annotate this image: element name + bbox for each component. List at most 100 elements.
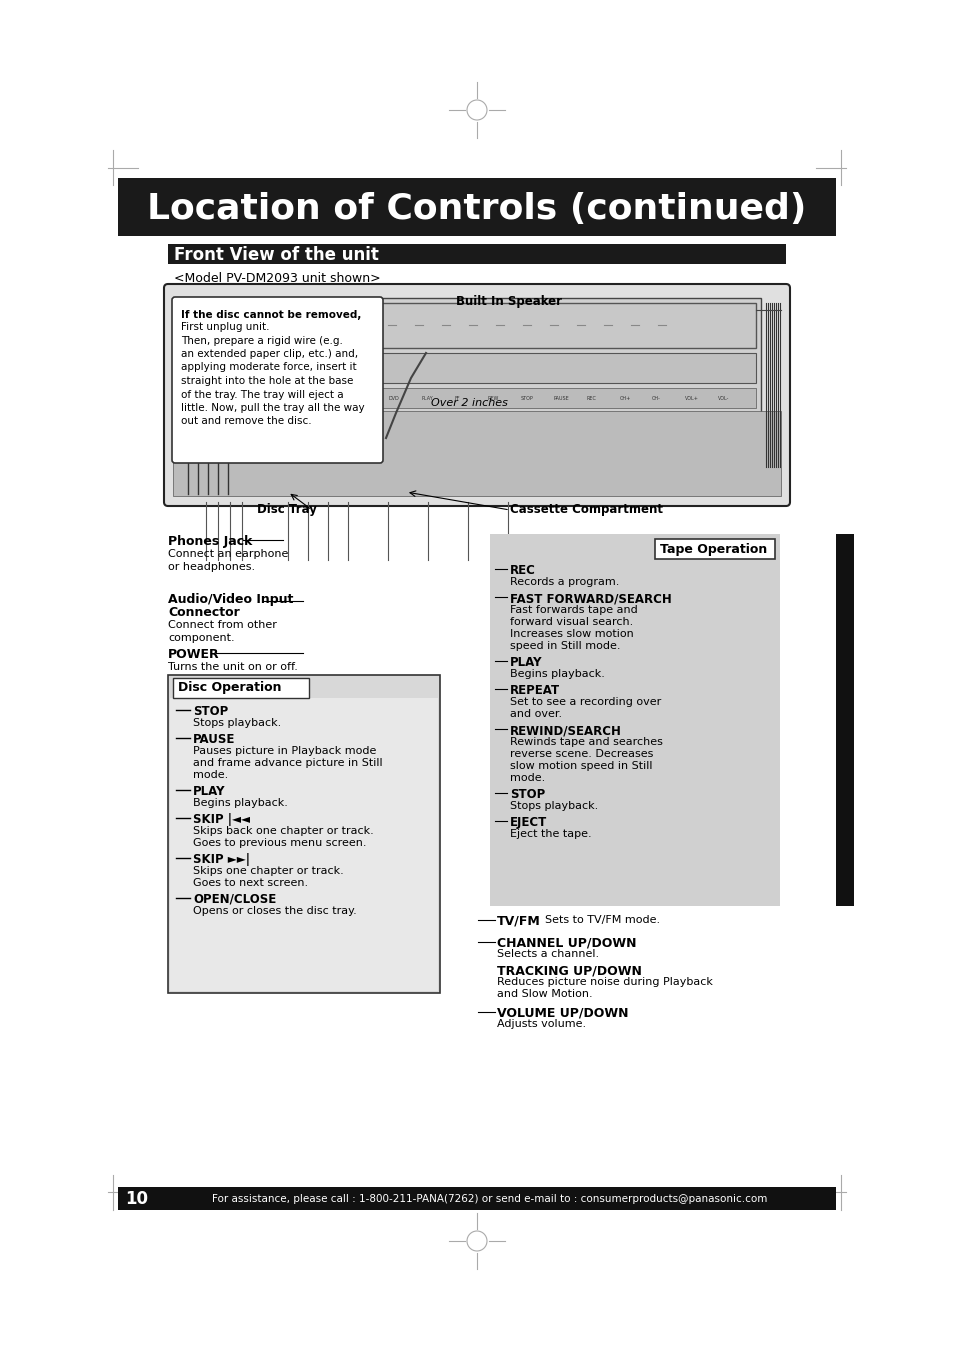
Text: Skips back one chapter or track.: Skips back one chapter or track.	[193, 825, 374, 836]
Text: STOP: STOP	[510, 788, 545, 801]
Text: Audio/Video Input: Audio/Video Input	[168, 593, 294, 607]
Text: REPEAT: REPEAT	[510, 684, 559, 697]
Bar	[351, 303, 755, 349]
Text: POWER: POWER	[168, 648, 219, 661]
Bar	[835, 534, 853, 907]
Text: VOL+: VOL+	[684, 396, 699, 400]
Text: Cassette Compartment: Cassette Compartment	[510, 504, 662, 516]
Text: reverse scene. Decreases: reverse scene. Decreases	[510, 748, 653, 759]
Text: Phones Jack: Phones Jack	[168, 535, 253, 549]
Text: Stops playback.: Stops playback.	[193, 717, 281, 728]
Bar	[351, 353, 755, 382]
Circle shape	[229, 449, 239, 458]
Bar	[351, 388, 755, 408]
Text: PLAY: PLAY	[510, 657, 542, 669]
Text: PLAY: PLAY	[193, 785, 225, 798]
Text: applying moderate force, insert it: applying moderate force, insert it	[181, 362, 356, 373]
Text: component.: component.	[168, 634, 234, 643]
Text: PAUSE: PAUSE	[193, 734, 235, 746]
Text: EJECT: EJECT	[510, 816, 547, 830]
Text: STOP: STOP	[520, 396, 533, 400]
Bar	[168, 676, 439, 993]
Text: mode.: mode.	[193, 770, 228, 780]
Text: Eject the tape.: Eject the tape.	[510, 830, 591, 839]
Text: Disc Operation: Disc Operation	[178, 681, 281, 694]
Text: First unplug unit.: First unplug unit.	[181, 322, 269, 332]
Text: Connect an earphone: Connect an earphone	[168, 549, 288, 559]
Bar	[170, 698, 437, 992]
Text: Begins playback.: Begins playback.	[193, 798, 288, 808]
Text: Skips one chapter or track.: Skips one chapter or track.	[193, 866, 343, 875]
Bar	[490, 534, 780, 907]
Bar	[168, 245, 785, 263]
Text: Adjusts volume.: Adjusts volume.	[497, 1019, 585, 1029]
Text: Then, prepare a rigid wire (e.g.: Then, prepare a rigid wire (e.g.	[181, 335, 342, 346]
FancyBboxPatch shape	[172, 297, 382, 463]
Text: Reduces picture noise during Playback: Reduces picture noise during Playback	[497, 977, 712, 988]
Text: TV/FM: TV/FM	[497, 915, 540, 927]
Text: Location of Controls (continued): Location of Controls (continued)	[147, 192, 806, 226]
Text: Selects a channel.: Selects a channel.	[497, 948, 598, 959]
Text: Over 2 inches: Over 2 inches	[431, 399, 507, 408]
Text: PAUSE: PAUSE	[553, 396, 569, 400]
Circle shape	[211, 449, 221, 458]
FancyBboxPatch shape	[172, 678, 309, 698]
Text: Goes to previous menu screen.: Goes to previous menu screen.	[193, 838, 366, 848]
Text: REC: REC	[586, 396, 596, 400]
Text: Pauses picture in Playback mode: Pauses picture in Playback mode	[193, 746, 376, 757]
Text: VOL-: VOL-	[718, 396, 729, 400]
Text: FAST FORWARD/SEARCH: FAST FORWARD/SEARCH	[510, 592, 671, 605]
Text: Front View of the unit: Front View of the unit	[173, 246, 378, 263]
Bar	[118, 178, 835, 236]
Circle shape	[193, 449, 203, 458]
Text: CH+: CH+	[618, 396, 630, 400]
Text: and Slow Motion.: and Slow Motion.	[497, 989, 592, 998]
FancyBboxPatch shape	[655, 539, 774, 559]
Text: VOLUME UP/DOWN: VOLUME UP/DOWN	[497, 1006, 628, 1019]
Text: SKIP ►►|: SKIP ►►|	[193, 852, 250, 866]
Text: TRACKING UP/DOWN: TRACKING UP/DOWN	[497, 965, 641, 977]
Text: and frame advance picture in Still: and frame advance picture in Still	[193, 758, 382, 767]
Text: mode.: mode.	[510, 773, 545, 784]
Text: STOP: STOP	[193, 705, 228, 717]
Text: little. Now, pull the tray all the way: little. Now, pull the tray all the way	[181, 403, 364, 413]
Circle shape	[247, 449, 256, 458]
Text: Set to see a recording over: Set to see a recording over	[510, 697, 660, 707]
Text: Disc Tray: Disc Tray	[256, 504, 316, 516]
Text: OPEN/CLOSE: OPEN/CLOSE	[193, 893, 276, 907]
Bar	[346, 299, 760, 467]
Text: Sets to TV/FM mode.: Sets to TV/FM mode.	[544, 915, 659, 925]
Circle shape	[265, 449, 274, 458]
Bar	[118, 1188, 835, 1210]
Text: PLAY: PLAY	[421, 396, 433, 400]
Text: Connect from other: Connect from other	[168, 620, 276, 630]
Text: or headphones.: or headphones.	[168, 562, 254, 571]
Text: and over.: and over.	[510, 709, 561, 719]
Text: FF: FF	[455, 396, 459, 400]
Text: Records a program.: Records a program.	[510, 577, 618, 586]
Text: Stops playback.: Stops playback.	[510, 801, 598, 811]
Text: TV/VCR: TV/VCR	[355, 396, 374, 400]
Text: For assistance, please call : 1-800-211-PANA(7262) or send e-mail to : consumerp: For assistance, please call : 1-800-211-…	[213, 1194, 767, 1204]
Text: Increases slow motion: Increases slow motion	[510, 630, 633, 639]
Text: slow motion speed in Still: slow motion speed in Still	[510, 761, 652, 771]
Text: REW: REW	[487, 396, 498, 400]
Text: Opens or closes the disc tray.: Opens or closes the disc tray.	[193, 907, 356, 916]
Text: Tape Operation: Tape Operation	[659, 543, 766, 555]
Text: Built In Speaker: Built In Speaker	[456, 295, 561, 308]
Text: Rewinds tape and searches: Rewinds tape and searches	[510, 738, 662, 747]
Text: Goes to next screen.: Goes to next screen.	[193, 878, 308, 888]
Text: Connector: Connector	[168, 607, 239, 619]
FancyBboxPatch shape	[164, 284, 789, 507]
Text: straight into the hole at the base: straight into the hole at the base	[181, 376, 353, 386]
Text: REWIND/SEARCH: REWIND/SEARCH	[510, 724, 621, 738]
Text: forward visual search.: forward visual search.	[510, 617, 633, 627]
Text: DVD: DVD	[389, 396, 399, 400]
Bar	[172, 411, 781, 496]
Text: <Model PV-DM2093 unit shown>: <Model PV-DM2093 unit shown>	[173, 272, 380, 285]
Text: Turns the unit on or off.: Turns the unit on or off.	[168, 662, 297, 671]
Text: of the tray. The tray will eject a: of the tray. The tray will eject a	[181, 389, 343, 400]
Text: CHANNEL UP/DOWN: CHANNEL UP/DOWN	[497, 936, 636, 948]
Text: 10: 10	[126, 1190, 149, 1208]
Text: If the disc cannot be removed,: If the disc cannot be removed,	[181, 309, 361, 320]
